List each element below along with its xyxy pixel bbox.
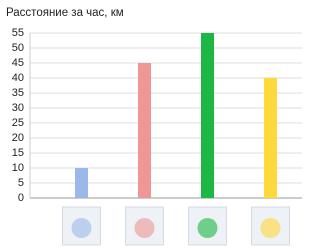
y-tick-label: 50 (12, 42, 24, 54)
y-tick-label: 35 (12, 87, 24, 99)
bar (75, 168, 88, 198)
y-tick-label: 5 (18, 177, 24, 189)
y-tick-label: 45 (12, 57, 24, 69)
category-icon-figure (72, 218, 92, 238)
y-tick-label: 20 (12, 132, 24, 144)
chart: Расстояние за час, км 0 5 10 15 20 25 30 35 40 45… (0, 0, 308, 249)
y-tick-label: 40 (12, 72, 24, 84)
category-icon-figure (198, 218, 218, 238)
y-tick-label: 30 (12, 102, 24, 114)
bar (138, 63, 151, 198)
y-tick-label: 0 (18, 192, 24, 204)
category-icon-figure (261, 218, 281, 238)
y-tick-label: 55 (12, 27, 24, 39)
y-tick-label: 15 (12, 147, 24, 159)
bar (201, 33, 214, 198)
category-icon-figure (135, 218, 155, 238)
y-tick-label: 25 (12, 117, 24, 129)
y-tick-label: 10 (12, 162, 24, 174)
chart-title: Расстояние за час, км (6, 7, 124, 19)
bar (264, 78, 277, 198)
